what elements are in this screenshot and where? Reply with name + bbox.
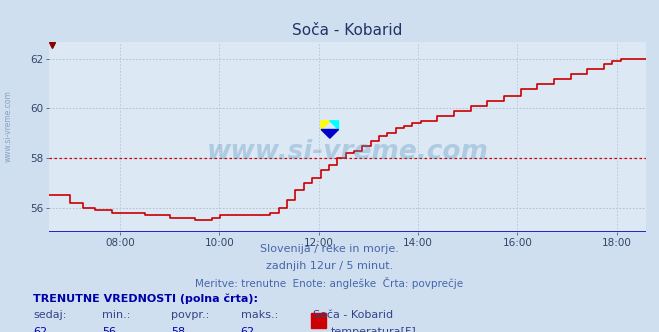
Text: sedaj:: sedaj: (33, 310, 67, 320)
Text: Meritve: trenutne  Enote: angleške  Črta: povprečje: Meritve: trenutne Enote: angleške Črta: … (196, 277, 463, 289)
Text: temperatura[F]: temperatura[F] (331, 327, 416, 332)
Text: maks.:: maks.: (241, 310, 278, 320)
Polygon shape (321, 129, 339, 138)
Text: Slovenija / reke in morje.: Slovenija / reke in morje. (260, 244, 399, 254)
Polygon shape (330, 121, 339, 129)
Text: zadnjih 12ur / 5 minut.: zadnjih 12ur / 5 minut. (266, 261, 393, 271)
Text: 62: 62 (241, 327, 254, 332)
Text: Soča - Kobarid: Soča - Kobarid (313, 310, 393, 320)
Text: min.:: min.: (102, 310, 130, 320)
Text: TRENUTNE VREDNOSTI (polna črta):: TRENUTNE VREDNOSTI (polna črta): (33, 294, 258, 304)
Title: Soča - Kobarid: Soča - Kobarid (293, 23, 403, 38)
Text: 62: 62 (33, 327, 47, 332)
Text: www.si-vreme.com: www.si-vreme.com (207, 139, 488, 165)
Polygon shape (321, 121, 330, 129)
Text: 58: 58 (171, 327, 185, 332)
Text: www.si-vreme.com: www.si-vreme.com (3, 90, 13, 162)
Text: povpr.:: povpr.: (171, 310, 210, 320)
Text: 56: 56 (102, 327, 116, 332)
